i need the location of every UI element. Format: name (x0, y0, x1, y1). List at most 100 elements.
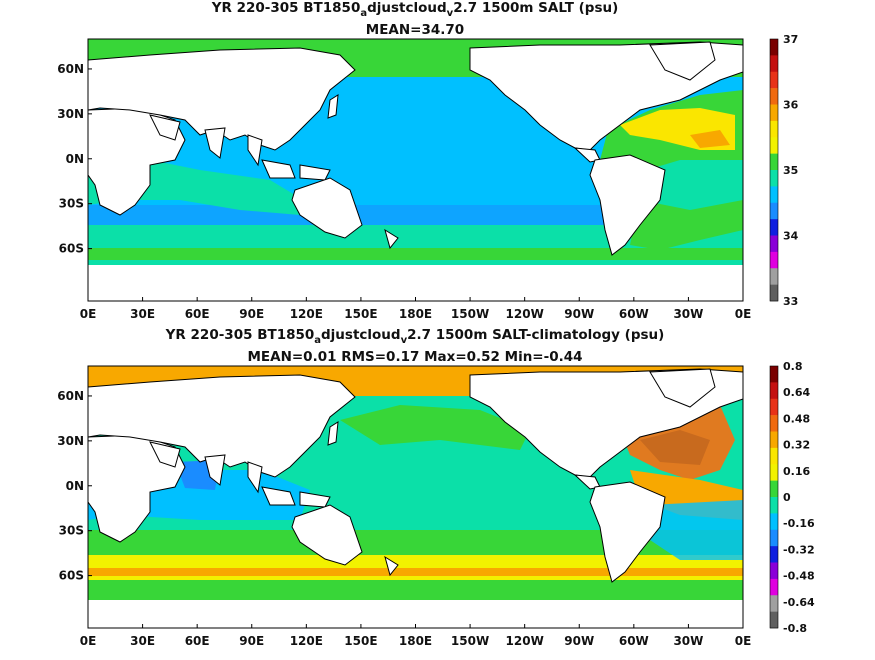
x-tick-label: 120E (290, 634, 323, 648)
x-tick-label: 60E (185, 307, 210, 321)
colorbar-label: 36 (783, 99, 799, 112)
x-tick-label: 60W (619, 307, 649, 321)
x-tick-label: 150E (344, 634, 377, 648)
colorbar-segment (770, 595, 778, 612)
x-tick-label: 60W (619, 634, 649, 648)
x-tick-label: 90E (239, 634, 264, 648)
x-tick-label: 120E (290, 307, 323, 321)
colorbar-segment (770, 382, 778, 400)
colorbar-segment (770, 186, 778, 204)
x-axis: 0E 30E 60E 90E 120E 150E 180E 150W 120W 90W 60W 30W… (80, 297, 752, 321)
colorbar-label: 0.16 (783, 465, 810, 478)
colorbar-segment (770, 562, 778, 580)
y-tick-label: 60S (59, 569, 84, 583)
antarctica (88, 600, 743, 628)
panel-title: YR 220-305 BT1850adjustcloudv2.7 1500m S… (211, 0, 619, 19)
colorbar-segment (770, 104, 778, 122)
y-tick-label: 30S (59, 524, 84, 538)
x-tick-label: 30E (130, 307, 155, 321)
x-tick-label: 120W (506, 307, 544, 321)
colorbar-segment (770, 415, 778, 432)
colorbar-label: 0.8 (783, 360, 803, 373)
x-tick-label: 90W (564, 307, 594, 321)
colorbar-segment (770, 284, 778, 302)
y-tick-label: 60N (57, 389, 84, 403)
colorbar-segment (770, 202, 778, 220)
colorbar-segment (770, 578, 778, 596)
colorbar-label: -0.16 (783, 517, 815, 530)
y-tick-label: 60S (59, 242, 84, 256)
southern-ocean-region (88, 555, 743, 580)
colorbar: 0.8 0.64 0.48 0.32 0.16 0 -0.16 -0.32 -0.48 -0.64… (769, 360, 815, 635)
x-tick-label: 0E (735, 634, 752, 648)
y-tick-label: 30S (59, 197, 84, 211)
colorbar-label: 0.48 (783, 412, 810, 425)
colorbar-segment (770, 529, 778, 547)
x-tick-label: 180E (399, 307, 432, 321)
x-tick-label: 180E (399, 634, 432, 648)
y-axis: 60N 30N 0N 30S 60S (57, 62, 92, 256)
x-tick-label: 30E (130, 634, 155, 648)
y-axis: 60N 30N 0N 30S 60S (57, 389, 92, 583)
y-tick-label: 60N (57, 62, 84, 76)
x-tick-label: 0E (80, 307, 97, 321)
panel-subtitle: MEAN=0.01 RMS=0.17 Max=0.52 Min=-0.44 (247, 349, 582, 365)
colorbar-segment (770, 431, 778, 449)
colorbar-segment (770, 88, 778, 105)
colorbar-segment (770, 153, 778, 171)
colorbar-label: 33 (783, 295, 798, 308)
colorbar-segment (770, 480, 778, 498)
antarctica (88, 265, 743, 301)
y-tick-label: 30N (57, 434, 84, 448)
x-tick-label: 90W (564, 634, 594, 648)
x-tick-label: 30W (673, 307, 703, 321)
colorbar-segment (770, 398, 778, 416)
colorbar-segment (770, 251, 778, 269)
colorbar-segment (770, 170, 778, 187)
colorbar-label: 34 (783, 230, 799, 243)
colorbar-segment (770, 464, 778, 481)
colorbar-label: 0.32 (783, 439, 810, 452)
colorbar-segment (770, 39, 778, 56)
colorbar-segment (770, 235, 778, 253)
colorbar-label: -0.32 (783, 543, 815, 556)
colorbar-label: -0.48 (783, 570, 815, 583)
colorbar-segment (770, 366, 778, 383)
colorbar-segment (770, 513, 778, 531)
colorbar-label: 0.64 (783, 386, 810, 399)
x-tick-label: 60E (185, 634, 210, 648)
colorbar-label: 0 (783, 491, 791, 504)
colorbar-label: 37 (783, 33, 798, 46)
colorbar-label: -0.64 (783, 596, 815, 609)
x-tick-label: 0E (80, 634, 97, 648)
x-tick-label: 0E (735, 307, 752, 321)
landmasses (88, 368, 743, 583)
y-tick-label: 30N (57, 107, 84, 121)
salinity-map (88, 39, 743, 301)
colorbar-segment (770, 611, 778, 629)
panel-title: YR 220-305 BT1850adjustcloudv2.7 1500m S… (165, 327, 665, 346)
x-tick-label: 90E (239, 307, 264, 321)
colorbar-segment (770, 497, 778, 514)
x-tick-label: 150E (344, 307, 377, 321)
colorbar-segment (770, 268, 778, 285)
panel-subtitle: MEAN=34.70 (366, 22, 464, 38)
colorbar-segment (770, 219, 778, 236)
anomaly-map (88, 366, 743, 628)
salinity-anomaly-panel: YR 220-305 BT1850adjustcloudv2.7 1500m S… (57, 327, 815, 648)
y-tick-label: 0N (66, 479, 84, 493)
colorbar-label: -0.8 (783, 622, 807, 635)
colorbar-segment (770, 55, 778, 73)
colorbar-segment (770, 546, 778, 563)
salinity-panel: YR 220-305 BT1850adjustcloudv2.7 1500m S… (57, 0, 798, 321)
colorbar-segment (770, 120, 778, 138)
x-tick-label: 30W (673, 634, 703, 648)
colorbar-label: 35 (783, 164, 798, 177)
colorbar-segment (770, 137, 778, 154)
x-tick-label: 150W (451, 307, 489, 321)
colorbar-segment (770, 447, 778, 465)
landmasses (88, 41, 743, 256)
colorbar-segment (770, 71, 778, 89)
y-tick-label: 0N (66, 152, 84, 166)
